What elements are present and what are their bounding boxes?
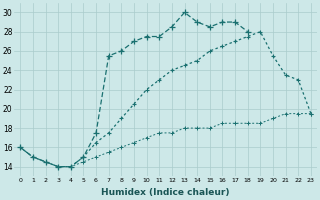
X-axis label: Humidex (Indice chaleur): Humidex (Indice chaleur) bbox=[101, 188, 230, 197]
